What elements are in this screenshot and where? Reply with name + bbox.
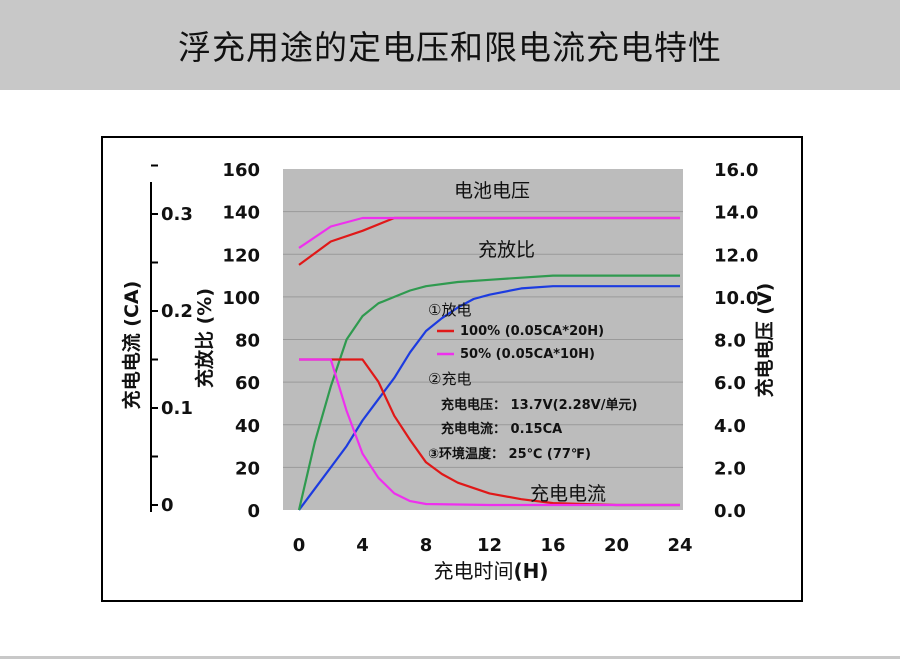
ratio-axis-ticks: 0 20 40 60 80 100 120 140 160: [222, 160, 260, 522]
ratio-tick-label: 0: [247, 501, 260, 522]
x-tick-label: 20: [604, 535, 629, 556]
ratio-tick-label: 120: [222, 245, 260, 266]
voltage-axis-ticks: 0.0 2.0 4.0 6.0 8.0 10.0 12.0 14.0 16.0: [714, 160, 758, 522]
legend-charge-current: 充电电流： 0.15CA: [441, 421, 562, 437]
ratio-axis-title: 充放比 (%): [193, 288, 216, 388]
voltage-curve-label: 电池电压: [454, 180, 530, 202]
current-curve-label: 充电电流: [530, 483, 606, 505]
title-bar: 浮充用途的定电压和限电流充电特性: [0, 0, 900, 90]
voltage-tick-label: 10.0: [714, 288, 758, 309]
x-axis-ticks: 0 4 8 12 16 20 24: [293, 535, 693, 556]
ratio-curve-label: 充放比: [478, 239, 535, 261]
charge-ratio-series-line: [298, 285, 680, 511]
legend-d100: 100% (0.05CA*20H): [460, 324, 604, 339]
legend-charge-voltage: 充电电压： 13.7V(2.28V/单元): [441, 397, 637, 413]
ratio-tick-label: 160: [222, 160, 260, 181]
ratio-tick-label: 40: [235, 416, 260, 437]
current-tick-label: 0.1: [161, 398, 193, 419]
x-axis-title: 充电时间(H): [433, 559, 548, 583]
current-tick-label: 0.3: [161, 204, 193, 225]
legend-d50: 50% (0.05CA*10H): [460, 347, 595, 362]
ratio-tick-label: 140: [222, 203, 260, 224]
voltage-tick-label: 6.0: [714, 373, 746, 394]
x-axis-title-unit: (H): [513, 559, 548, 583]
ratio-tick-label: 100: [222, 288, 260, 309]
x-tick-label: 0: [293, 535, 306, 556]
x-axis-title-text: 充电时间: [433, 559, 513, 583]
x-tick-label: 16: [540, 535, 565, 556]
charge-ratio-series-line: [297, 274, 680, 511]
page-title: 浮充用途的定电压和限电流充电特性: [178, 28, 722, 67]
legend-env-temp: ③环境温度： 25℃ (77℉): [428, 446, 591, 462]
x-tick-label: 8: [420, 535, 433, 556]
bottom-divider: [0, 656, 900, 659]
charge-current-series-line: [299, 358, 680, 507]
current-axis-ticks: 0 0.1 0.2 0.3: [151, 164, 193, 516]
voltage-tick-label: 2.0: [714, 458, 746, 479]
legend: ①放电 100% (0.05CA*20H) 50% (0.05CA*10H) ②…: [428, 301, 637, 462]
current-axis-title: 充电电流 (CA): [120, 281, 143, 410]
voltage-series-line: [298, 216, 680, 249]
voltage-tick-label: 14.0: [714, 203, 758, 224]
voltage-axis-title: 充电电压 (V): [753, 283, 776, 398]
current-tick-label: 0.2: [161, 301, 193, 322]
current-tick-label: 0: [161, 495, 174, 516]
grid: [283, 211, 683, 468]
voltage-tick-label: 4.0: [714, 416, 746, 437]
voltage-tick-label: 16.0: [714, 160, 758, 181]
ratio-tick-label: 80: [235, 331, 260, 352]
voltage-tick-label: 12.0: [714, 245, 758, 266]
ratio-tick-label: 60: [235, 373, 260, 394]
legend-discharge-title: ①放电: [428, 301, 471, 319]
x-tick-label: 4: [356, 535, 369, 556]
series-layer: [297, 216, 680, 511]
x-tick-label: 24: [667, 535, 692, 556]
voltage-tick-label: 8.0: [714, 331, 746, 352]
ratio-tick-label: 20: [235, 458, 260, 479]
legend-charge-title: ②充电: [428, 370, 471, 388]
x-tick-label: 12: [477, 535, 502, 556]
charge-current-series-line: [299, 358, 680, 507]
voltage-tick-label: 0.0: [714, 501, 746, 522]
